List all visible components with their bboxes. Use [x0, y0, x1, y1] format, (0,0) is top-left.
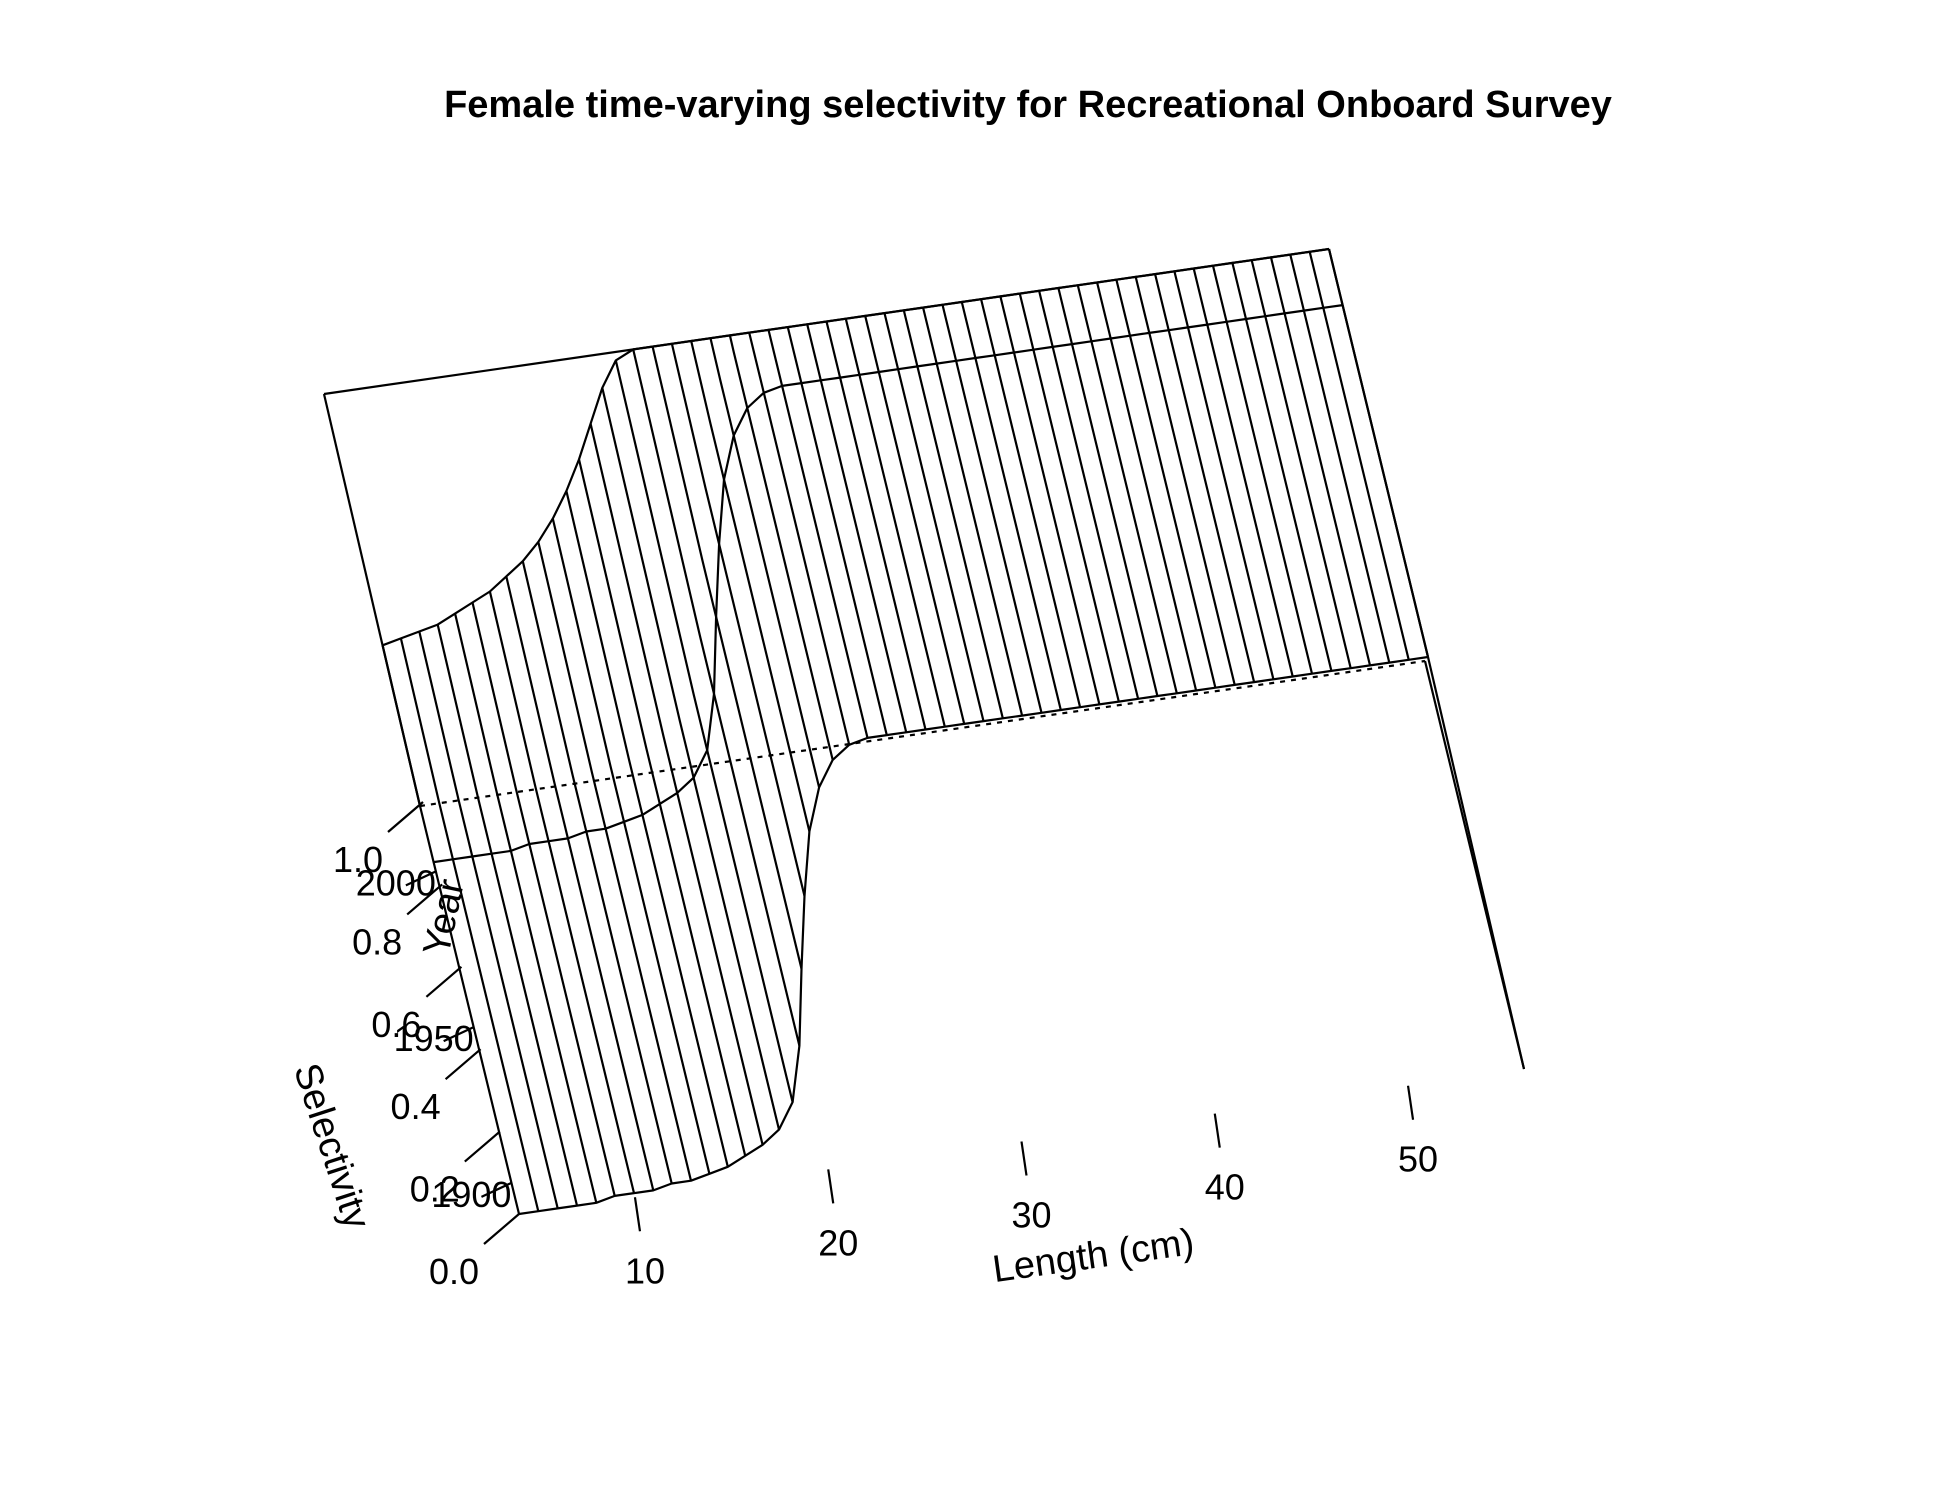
surface-col-23 [767, 329, 869, 739]
surface-col-24 [786, 326, 888, 736]
y-tick-mark [405, 870, 437, 887]
surface-col-14 [601, 387, 781, 1130]
chart-title: Female time-varying selectivity for Recr… [444, 84, 1612, 126]
surface-col-27 [844, 318, 946, 727]
z-tick-label: 0.2 [410, 1169, 460, 1210]
surface-col-6 [488, 591, 636, 1194]
surface-row-1 [433, 304, 1343, 864]
x-tick-mark [633, 1197, 642, 1232]
z-tick-label: 0.8 [352, 921, 402, 962]
x-tick-mark [827, 1169, 835, 1204]
surface-col-42 [1134, 276, 1236, 686]
z-tick-mark [483, 1213, 520, 1245]
x-tick-label: 50 [1398, 1139, 1438, 1180]
surface-col-18 [670, 343, 806, 897]
surface-col-13 [589, 423, 764, 1146]
surface-col-12 [577, 459, 747, 1157]
surface-col-48 [1250, 259, 1352, 669]
surface-col-40 [1096, 282, 1198, 691]
z-tick-mark [425, 965, 463, 998]
x-tick-label: 20 [818, 1222, 858, 1263]
surface-col-10 [551, 518, 711, 1175]
surface-col-46 [1211, 265, 1314, 674]
surface-col-8 [521, 560, 673, 1184]
y-tick-label: 1950 [394, 1018, 474, 1059]
surface-col-4 [454, 613, 598, 1204]
x-tick-label: 30 [1011, 1195, 1051, 1236]
surface-col-44 [1173, 271, 1275, 680]
surface-col-47 [1231, 262, 1333, 672]
surface-col-26 [825, 321, 927, 730]
z-axis-label: Selectivity [285, 1058, 378, 1234]
box-edge-back-floor [419, 659, 1426, 808]
surface-col-29 [883, 312, 985, 722]
surface-col-41 [1115, 279, 1217, 688]
z-tick-label: 0.0 [429, 1251, 479, 1292]
surface-col-3 [436, 624, 579, 1206]
surface-row-0 [518, 655, 1429, 1216]
z-tick-mark [387, 801, 424, 833]
x-tick-mark [1213, 1113, 1221, 1148]
surface-col-9 [537, 541, 693, 1181]
axes: 10 20 30 40 50 1900 1950 2000 0.0 0.2 0.4 0.6 0.8 1.0 [333, 801, 1438, 1292]
surface-col-25 [806, 324, 908, 733]
surface-col-43 [1154, 273, 1256, 683]
surface-col-11 [565, 490, 729, 1168]
surface-col-35 [999, 296, 1101, 705]
z-tick-mark [444, 1048, 482, 1081]
surface-col-45 [1192, 268, 1294, 677]
surface-col-2 [418, 631, 559, 1209]
y-tick-label: 1900 [431, 1174, 511, 1215]
z-tick-label: 0.4 [391, 1086, 441, 1127]
surface-col-38 [1057, 287, 1159, 697]
surface-mesh [381, 247, 1430, 1216]
surface-col-34 [980, 298, 1082, 708]
surface-col-15 [614, 360, 794, 1103]
surface-col-5 [471, 602, 616, 1197]
y-tick-mark [480, 1181, 512, 1198]
box-edge-right-floor [1423, 660, 1526, 1070]
x-tick-mark [1406, 1085, 1415, 1120]
surface-col-1 [399, 638, 540, 1212]
surface-col-22 [748, 332, 851, 746]
surface-col-31 [922, 307, 1024, 716]
surface-col-33 [960, 301, 1062, 711]
surface-col-51 [1308, 251, 1410, 661]
surface-col-36 [1018, 293, 1120, 702]
surface-col-16 [632, 349, 801, 1047]
surface-col-32 [941, 304, 1043, 714]
surface-col-30 [902, 310, 1004, 719]
surface-col-28 [864, 315, 966, 725]
surface-row-2 [382, 247, 1330, 647]
surface-col-50 [1289, 254, 1391, 663]
surface-col-20 [709, 337, 821, 788]
surface-col-49 [1269, 257, 1372, 666]
surface-col-37 [1038, 290, 1140, 700]
surface-col-52 [1327, 248, 1430, 658]
x-tick-mark [1020, 1141, 1028, 1176]
y-tick-mark [443, 1026, 475, 1043]
y-tick-label: 2000 [356, 862, 436, 903]
z-tick-mark [406, 883, 443, 916]
box-edges [322, 247, 1526, 1070]
x-tick-label: 10 [625, 1250, 665, 1291]
x-tick-label: 40 [1205, 1167, 1245, 1208]
surface-col-17 [651, 346, 803, 970]
surface-col-0 [381, 645, 521, 1215]
z-tick-mark [464, 1130, 501, 1163]
surface-col-21 [728, 335, 834, 761]
z-tick-label: 0.6 [371, 1004, 421, 1045]
z-tick-label: 1.0 [333, 839, 383, 880]
surface-col-7 [505, 576, 655, 1191]
surface-col-39 [1076, 285, 1178, 694]
surface-col-19 [690, 340, 811, 832]
